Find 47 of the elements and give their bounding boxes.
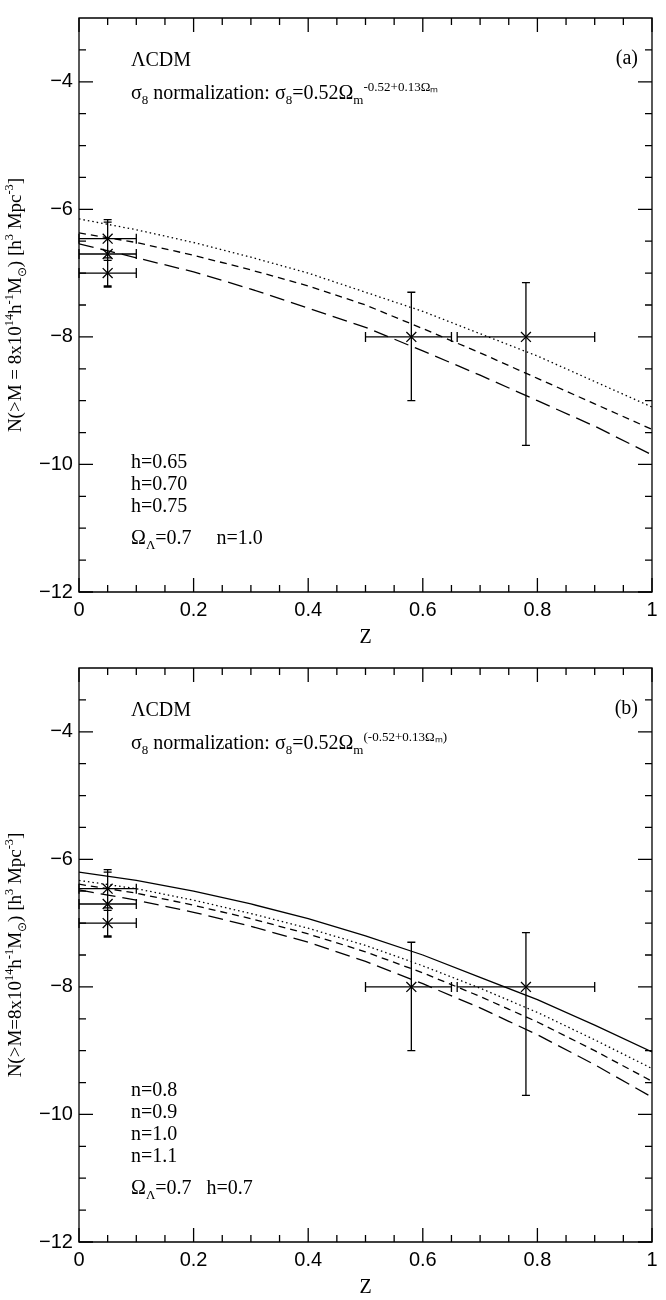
annotation: n=1.0: [131, 1121, 179, 1144]
x-tick-label: 0.2: [179, 1247, 208, 1270]
point: [520, 331, 532, 343]
point: [102, 233, 114, 245]
x-axis-title: Z: [359, 625, 372, 648]
annotation: Ω$_{Λ}$=0.7 n=1.0: [131, 525, 263, 552]
x-tick-label: 0: [73, 597, 85, 620]
point: [102, 248, 114, 260]
x-tick-label: 0.4: [294, 597, 323, 620]
x-tick-label: 1: [646, 597, 658, 620]
annotation: h=0.65: [131, 449, 189, 472]
point: [102, 917, 114, 929]
x-axis-title: Z: [359, 1275, 372, 1298]
x-tick-label: 1: [646, 1247, 658, 1270]
y-tick-label: −4: [50, 69, 73, 92]
annotation: n=0.9: [131, 1099, 179, 1122]
x-tick-label: 0.6: [408, 597, 437, 620]
point: [102, 267, 114, 279]
x-tick-label: 0: [73, 1247, 85, 1270]
annotation: h=0.70: [131, 471, 189, 494]
y-tick-label: −4: [50, 719, 73, 742]
annotation: ΛCDM: [131, 698, 193, 720]
y-tick-label: −12: [39, 579, 73, 602]
point: [405, 331, 417, 343]
point: [405, 981, 417, 993]
x-tick-label: 0.2: [179, 597, 208, 620]
x-tick-label: 0.6: [408, 1247, 437, 1270]
annotation: h=0.75: [131, 493, 189, 516]
y-tick-label: −12: [39, 1229, 73, 1252]
point: [520, 981, 532, 993]
x-tick-label: 0.4: [294, 1247, 323, 1270]
annotation: (a): [615, 46, 638, 68]
point: [102, 883, 114, 895]
annotation: (b): [614, 696, 638, 718]
annotation: Ω$_{Λ}$=0.7 h=0.7: [131, 1175, 253, 1202]
y-tick-label: −10: [39, 1101, 73, 1124]
y-tick-label: −10: [39, 451, 73, 474]
y-tick-label: −6: [50, 196, 73, 219]
y-tick-label: −6: [50, 846, 73, 869]
y-tick-label: −8: [50, 974, 73, 997]
annotation: ΛCDM: [131, 48, 193, 70]
y-tick-label: −8: [50, 324, 73, 347]
x-tick-label: 0.8: [523, 597, 552, 620]
x-tick-label: 0.8: [523, 1247, 552, 1270]
annotation: n=0.8: [131, 1077, 179, 1100]
annotation: n=1.1: [131, 1143, 179, 1166]
point: [102, 898, 114, 910]
